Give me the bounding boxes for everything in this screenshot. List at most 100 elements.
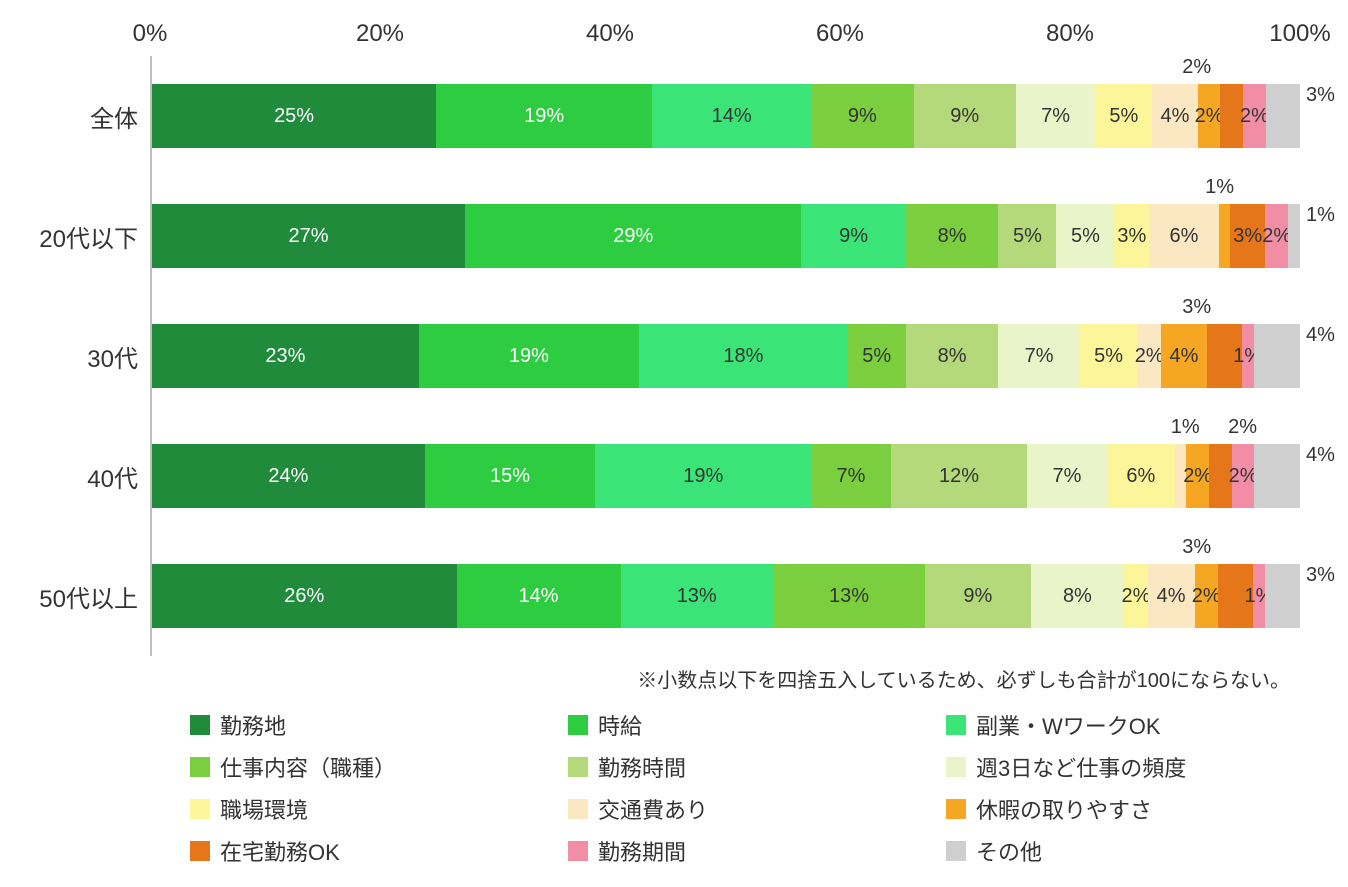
bar-segment: 2% <box>1232 444 1255 508</box>
legend-label: 時給 <box>598 709 642 741</box>
bar-segment: 19% <box>595 444 811 508</box>
segment-value: 3% <box>1231 225 1264 248</box>
segment-value: 14% <box>710 105 754 128</box>
bar-segment: 2% <box>1138 324 1161 388</box>
bar-row: 50代以上3%26%14%13%13%9%8%2%4%2%1%3% <box>20 536 1300 656</box>
axis-tick: 100% <box>1269 20 1330 48</box>
row-label: 50代以上 <box>20 579 150 614</box>
legend-item: 職場環境 <box>190 793 544 825</box>
stacked-bar: 24%15%19%7%12%7%6%2%2%4% <box>152 444 1300 508</box>
bar-segment: 6% <box>1149 204 1219 268</box>
bar-segment: 8% <box>906 204 999 268</box>
segment-value: 7% <box>835 465 868 488</box>
trailing-label: 3% <box>1306 564 1335 587</box>
chart-legend: 勤務地時給副業・WワークOK仕事内容（職種）勤務時間週3日など仕事の頻度職場環境… <box>20 709 1300 867</box>
legend-swatch <box>190 757 210 777</box>
segment-value: 8% <box>936 225 969 248</box>
row-label: 全体 <box>20 99 150 134</box>
bar-segment: 7% <box>1027 444 1107 508</box>
callout-label: 3% <box>1182 536 1211 559</box>
bar-segment: 18% <box>639 324 848 388</box>
segment-value: 9% <box>948 105 981 128</box>
axis-tick: 80% <box>1046 20 1094 48</box>
bar-segment: 7% <box>998 324 1079 388</box>
bar-row: 全体2%25%19%14%9%9%7%5%4%2%2%3% <box>20 56 1300 176</box>
segment-value: 23% <box>263 345 307 368</box>
segment-value: 9% <box>837 225 870 248</box>
callout-label: 2% <box>1182 56 1211 79</box>
row-label: 40代 <box>20 459 150 494</box>
segment-value: 25% <box>272 105 316 128</box>
bar-segment: 5% <box>1080 324 1138 388</box>
bar-segment: 9% <box>914 84 1016 148</box>
segment-value: 4% <box>1168 345 1201 368</box>
bar-segment: 5% <box>998 204 1056 268</box>
bar-segment: 9% <box>811 84 913 148</box>
bar-segment: 2% <box>1195 564 1218 628</box>
bar-segment: 24% <box>152 444 425 508</box>
bar-segment: 1% <box>1242 324 1254 388</box>
segment-value: 9% <box>961 585 994 608</box>
segment-value: 6% <box>1124 465 1157 488</box>
callout-label: 2% <box>1228 416 1257 439</box>
bar-segment: 2% <box>1243 84 1266 148</box>
bar-segment <box>1254 444 1299 508</box>
axis-tick: 60% <box>816 20 864 48</box>
bar-segment <box>1254 324 1300 388</box>
trailing-label: 4% <box>1306 324 1335 347</box>
bar-segment: 5% <box>1095 84 1152 148</box>
legend-swatch <box>946 799 966 819</box>
legend-swatch <box>190 841 210 861</box>
legend-item: 勤務時間 <box>568 751 922 783</box>
bar-segment: 7% <box>1016 84 1096 148</box>
legend-swatch <box>946 841 966 861</box>
axis-tick: 0% <box>133 20 168 48</box>
legend-label: 週3日など仕事の頻度 <box>976 751 1186 783</box>
segment-value: 7% <box>1051 465 1084 488</box>
bar-row: 40代1%2%24%15%19%7%12%7%6%2%2%4% <box>20 416 1300 536</box>
bar-segment: 1% <box>1253 564 1265 628</box>
bar-segment: 9% <box>801 204 905 268</box>
segment-value: 5% <box>1092 345 1125 368</box>
segment-value: 13% <box>675 585 719 608</box>
x-axis: 0%20%40%60%80%100% <box>20 20 1300 56</box>
legend-item: 休暇の取りやすさ <box>946 793 1300 825</box>
legend-item: 在宅勤務OK <box>190 835 544 867</box>
trailing-label: 4% <box>1306 444 1335 467</box>
segment-value: 3% <box>1115 225 1148 248</box>
row-label: 30代 <box>20 339 150 374</box>
bar-row: 30代3%23%19%18%5%8%7%5%2%4%1%4% <box>20 296 1300 416</box>
legend-item: 交通費あり <box>568 793 922 825</box>
axis-tick: 20% <box>356 20 404 48</box>
segment-value: 24% <box>266 465 310 488</box>
legend-label: 勤務時間 <box>598 751 686 783</box>
trailing-label: 1% <box>1306 204 1335 227</box>
legend-label: 勤務期間 <box>598 835 686 867</box>
segment-value: 19% <box>681 465 725 488</box>
legend-item: 週3日など仕事の頻度 <box>946 751 1300 783</box>
legend-swatch <box>946 757 966 777</box>
bar-row: 20代以下1%27%29%9%8%5%5%3%6%3%2%1% <box>20 176 1300 296</box>
stacked-bar: 26%14%13%13%9%8%2%4%2%1%3% <box>152 564 1300 628</box>
bar-segment: 4% <box>1161 324 1207 388</box>
legend-swatch <box>568 757 588 777</box>
segment-value: 4% <box>1155 585 1188 608</box>
legend-label: 職場環境 <box>220 793 308 825</box>
bar-segment: 7% <box>811 444 891 508</box>
bar-segment: 9% <box>925 564 1030 628</box>
legend-label: 仕事内容（職種） <box>220 751 396 783</box>
bar-segment: 5% <box>1056 204 1114 268</box>
bar-segment: 23% <box>152 324 419 388</box>
bars-container: 全体2%25%19%14%9%9%7%5%4%2%2%3%20代以下1%27%2… <box>20 56 1300 656</box>
legend-item: その他 <box>946 835 1300 867</box>
bar-segment: 12% <box>891 444 1027 508</box>
segment-value: 5% <box>1011 225 1044 248</box>
legend-swatch <box>190 799 210 819</box>
segment-value: 14% <box>517 585 561 608</box>
segment-value: 19% <box>522 105 566 128</box>
stacked-bar: 23%19%18%5%8%7%5%2%4%1%4% <box>152 324 1300 388</box>
bar-segment: 2% <box>1265 204 1288 268</box>
chart-footnote: ※小数点以下を四捨五入しているため、必ずしも合計が100にならない。 <box>20 664 1300 693</box>
legend-swatch <box>190 715 210 735</box>
bar-segment: 8% <box>1031 564 1125 628</box>
